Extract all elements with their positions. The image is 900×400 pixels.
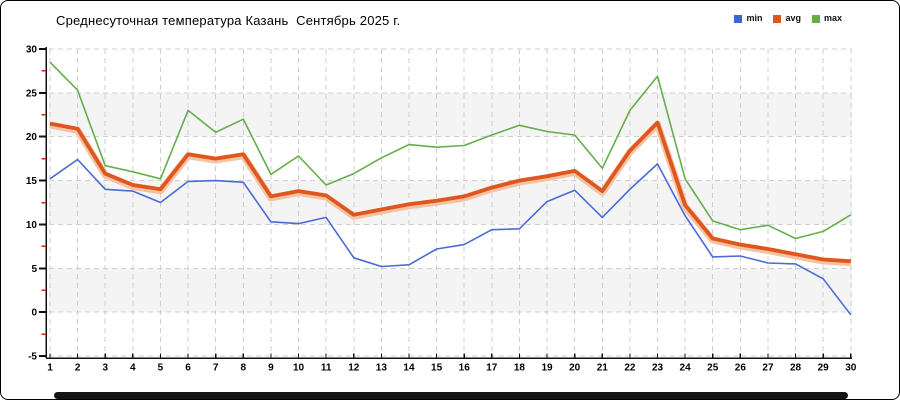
svg-text:3: 3 (102, 363, 108, 374)
tick-marks (39, 48, 852, 358)
svg-text:25: 25 (26, 88, 38, 99)
legend-item-max[interactable]: max (811, 13, 842, 23)
chart-scrollbar[interactable] (54, 392, 848, 399)
min-swatch-icon (734, 14, 743, 23)
svg-text:23: 23 (652, 363, 664, 374)
band-stripes (49, 92, 852, 313)
legend-label-max: max (823, 13, 842, 23)
svg-text:28: 28 (790, 363, 802, 374)
svg-text:-5: -5 (28, 352, 37, 363)
legend-item-min[interactable]: min (734, 14, 762, 23)
svg-text:19: 19 (541, 363, 553, 374)
svg-text:9: 9 (268, 363, 274, 374)
avg-swatch-icon (773, 14, 782, 23)
svg-text:0: 0 (31, 308, 37, 319)
chart-legend: min avg max (734, 14, 842, 23)
svg-text:25: 25 (707, 363, 719, 374)
svg-text:15: 15 (26, 176, 38, 187)
svg-text:14: 14 (403, 363, 415, 374)
svg-text:11: 11 (321, 363, 332, 374)
svg-text:30: 30 (845, 363, 857, 374)
svg-text:16: 16 (459, 363, 471, 374)
chart-title: Среднесуточная температура Казань Сентяб… (56, 13, 401, 28)
svg-text:20: 20 (26, 132, 38, 143)
svg-text:24: 24 (680, 363, 692, 374)
svg-text:1: 1 (47, 363, 53, 374)
svg-text:8: 8 (241, 363, 247, 374)
svg-text:22: 22 (624, 363, 636, 374)
svg-text:18: 18 (514, 363, 526, 374)
svg-text:13: 13 (376, 363, 388, 374)
svg-text:4: 4 (130, 363, 136, 374)
legend-label-avg: avg (785, 13, 801, 23)
svg-text:21: 21 (597, 363, 609, 374)
svg-text:2: 2 (75, 363, 81, 374)
svg-text:17: 17 (486, 363, 498, 374)
svg-text:27: 27 (762, 363, 774, 374)
max-line (49, 61, 852, 240)
svg-text:5: 5 (158, 363, 164, 374)
svg-text:12: 12 (348, 363, 360, 374)
svg-text:26: 26 (735, 363, 747, 374)
legend-item-avg[interactable]: avg (773, 14, 801, 23)
x-axis-labels: 1 2 3 4 5 6 7 8 9 10 11 12 13 14 15 16 17 18 19 20 21 22 23 24 2… (47, 363, 857, 374)
svg-text:10: 10 (26, 220, 38, 231)
svg-text:7: 7 (213, 363, 219, 374)
svg-text:29: 29 (818, 363, 830, 374)
min-line (49, 158, 852, 316)
max-swatch-icon (811, 14, 820, 23)
svg-text:6: 6 (185, 363, 191, 374)
y-axis-labels: 30 25 20 15 10 5 0 -5 (26, 45, 38, 363)
svg-text:10: 10 (293, 363, 305, 374)
legend-label-min: min (746, 13, 763, 23)
svg-text:15: 15 (431, 363, 443, 374)
svg-text:5: 5 (31, 264, 37, 275)
avg-line (49, 120, 851, 264)
svg-text:30: 30 (26, 45, 38, 56)
svg-text:20: 20 (569, 363, 581, 374)
